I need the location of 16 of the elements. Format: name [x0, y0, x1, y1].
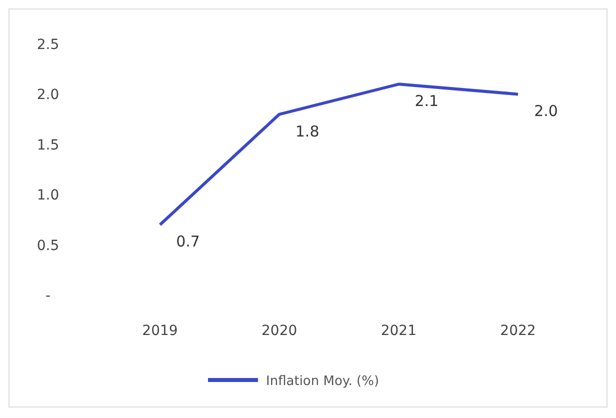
text: 1.8 [295, 122, 320, 140]
y-tick-label: 1.5 [36, 137, 60, 154]
y-tick-label: - [45, 288, 51, 304]
text: 2.0 [534, 102, 558, 120]
y-tick-label: 2.0 [36, 87, 60, 104]
legend-label: Inflation Moy. (%) [266, 374, 380, 389]
x-tick-label: 2020 [262, 323, 298, 339]
text: 0.7 [176, 232, 200, 251]
x-tick-label: 2019 [142, 323, 178, 339]
x-tick-label: 2021 [380, 323, 416, 339]
y-tick-label: 1.0 [36, 188, 60, 204]
x-tick-label: 2022 [500, 323, 536, 339]
line-series [158, 82, 520, 226]
text: 2.1 [414, 92, 439, 110]
y-tick-label: 2.5 [36, 37, 60, 53]
y-tick-label: 0.5 [36, 238, 60, 254]
